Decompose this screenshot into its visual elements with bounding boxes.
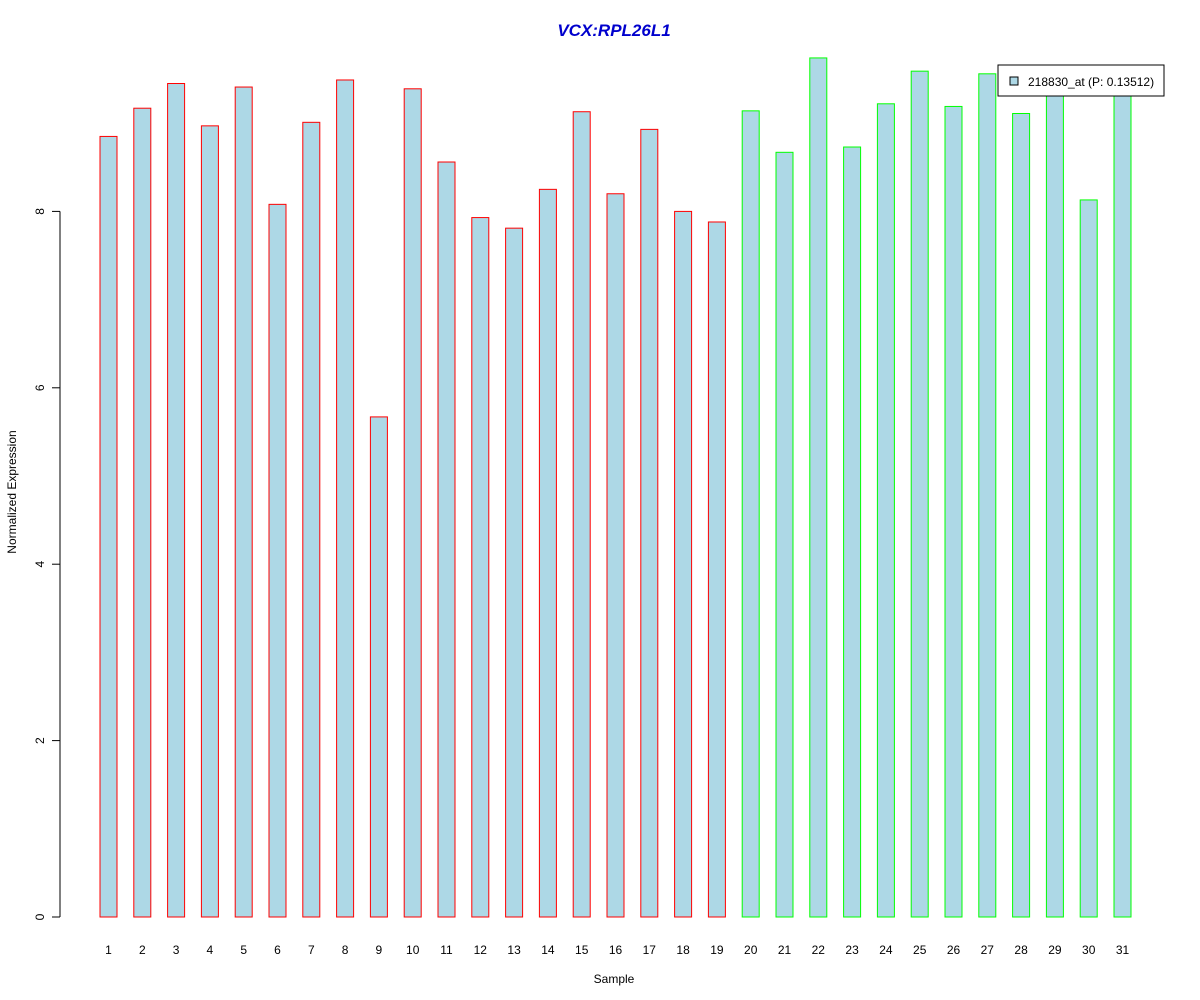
bar [1012, 112, 1031, 918]
x-tick-label: 4 [207, 943, 214, 957]
x-tick-label: 7 [308, 943, 315, 957]
y-tick-label: 4 [33, 561, 47, 568]
x-tick-label: 15 [575, 943, 589, 957]
bar [437, 161, 456, 918]
chart-title: VCX:RPL26L1 [557, 21, 670, 40]
bar [403, 88, 422, 918]
x-tick-labels: 1 2 3 4 5 6 7 8 9 10 11 12 13 14 15 16 17 18 19 20 21 22 23 24 2… [105, 943, 1129, 957]
legend-label: 218830_at (P: 0.13512) [1028, 75, 1154, 89]
bar [775, 151, 794, 918]
x-tick-label: 26 [947, 943, 961, 957]
bar [1045, 89, 1064, 918]
bar [200, 125, 219, 918]
y-axis-label: Normalized Expression [5, 430, 19, 553]
y-tick-label: 2 [33, 737, 47, 744]
bar [336, 79, 355, 918]
x-tick-label: 18 [676, 943, 690, 957]
x-tick-label: 28 [1014, 943, 1028, 957]
bar [606, 193, 625, 918]
legend-box [997, 64, 1165, 97]
x-tick-label: 27 [981, 943, 995, 957]
bar [369, 416, 388, 918]
bar [1113, 89, 1132, 918]
x-tick-label: 1 [105, 943, 112, 957]
bar [505, 227, 524, 918]
bar [843, 146, 862, 918]
bar [538, 188, 557, 918]
bar [99, 135, 118, 918]
bar [674, 210, 693, 918]
bar [707, 221, 726, 918]
bar [944, 105, 963, 918]
x-tick-label: 2 [139, 943, 146, 957]
y-axis: 0 2 4 6 8 [33, 208, 61, 920]
x-tick-label: 22 [812, 943, 826, 957]
x-tick-label: 19 [710, 943, 724, 957]
legend: 218830_at (P: 0.13512) [997, 64, 1165, 97]
bar [167, 83, 186, 918]
x-tick-label: 23 [845, 943, 859, 957]
x-tick-label: 3 [173, 943, 180, 957]
bar [640, 128, 659, 918]
bar [572, 111, 591, 918]
x-tick-label: 20 [744, 943, 758, 957]
bar [471, 217, 490, 918]
x-tick-label: 25 [913, 943, 927, 957]
bars-group [99, 57, 1132, 918]
x-tick-label: 5 [240, 943, 247, 957]
x-tick-label: 16 [609, 943, 623, 957]
x-tick-label: 21 [778, 943, 792, 957]
bar [876, 103, 895, 918]
x-tick-label: 29 [1048, 943, 1062, 957]
x-tick-label: 6 [274, 943, 281, 957]
x-tick-label: 13 [507, 943, 521, 957]
x-tick-label: 30 [1082, 943, 1096, 957]
x-tick-label: 17 [643, 943, 657, 957]
x-tick-label: 12 [474, 943, 488, 957]
y-tick-label: 8 [33, 208, 47, 215]
x-tick-label: 31 [1116, 943, 1130, 957]
x-tick-label: 14 [541, 943, 555, 957]
bar [910, 70, 929, 918]
x-tick-label: 24 [879, 943, 893, 957]
bar [741, 110, 760, 918]
x-tick-label: 10 [406, 943, 420, 957]
bar [809, 57, 828, 918]
bar [234, 86, 253, 918]
bar [1079, 199, 1098, 918]
bar [268, 203, 287, 918]
legend-swatch [1009, 76, 1019, 86]
x-axis-label: Sample [594, 972, 635, 986]
y-tick-label: 0 [33, 913, 47, 920]
bar [302, 121, 321, 918]
x-tick-label: 11 [440, 943, 453, 957]
x-tick-label: 9 [376, 943, 383, 957]
bar [133, 107, 152, 918]
x-tick-label: 8 [342, 943, 349, 957]
bar [978, 73, 997, 918]
y-tick-label: 6 [33, 384, 47, 391]
